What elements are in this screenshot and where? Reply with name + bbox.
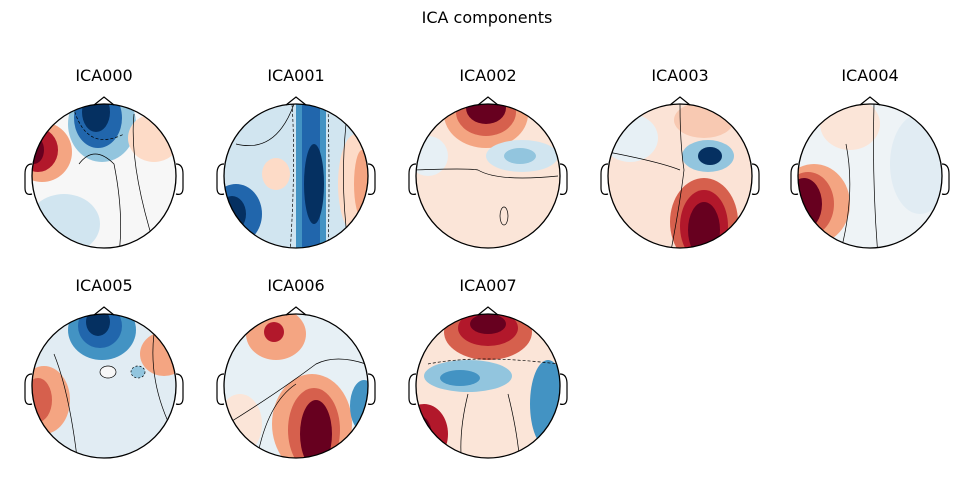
topomap-ica001 — [216, 96, 376, 249]
figure-title: ICA components — [421, 8, 553, 27]
topomap-ica004 — [790, 96, 950, 249]
topomap-ica003 — [600, 96, 760, 249]
topomap-panel-ica001: ICA001 — [216, 66, 376, 266]
topomap-ica002 — [408, 96, 568, 249]
component-label: ICA007 — [459, 276, 517, 295]
topomap-ica006 — [216, 306, 376, 459]
component-label: ICA004 — [841, 66, 899, 85]
topomap-panel-ica006: ICA006 — [216, 276, 376, 476]
topomap-ica007 — [408, 306, 568, 459]
component-label: ICA001 — [267, 66, 325, 85]
topomap-panel-ica004: ICA004 — [790, 66, 950, 266]
topomap-panel-ica000: ICA000 — [24, 66, 184, 266]
topomap-ica000 — [24, 96, 184, 249]
topomap-panel-ica007: ICA007 — [408, 276, 568, 476]
component-label: ICA005 — [75, 276, 133, 295]
topomap-panel-ica002: ICA002 — [408, 66, 568, 266]
component-label: ICA000 — [75, 66, 133, 85]
topomap-panel-ica005: ICA005 — [24, 276, 184, 476]
topomap-ica005 — [24, 306, 184, 459]
component-label: ICA002 — [459, 66, 517, 85]
topomap-panel-ica003: ICA003 — [600, 66, 760, 266]
component-label: ICA003 — [651, 66, 709, 85]
component-label: ICA006 — [267, 276, 325, 295]
